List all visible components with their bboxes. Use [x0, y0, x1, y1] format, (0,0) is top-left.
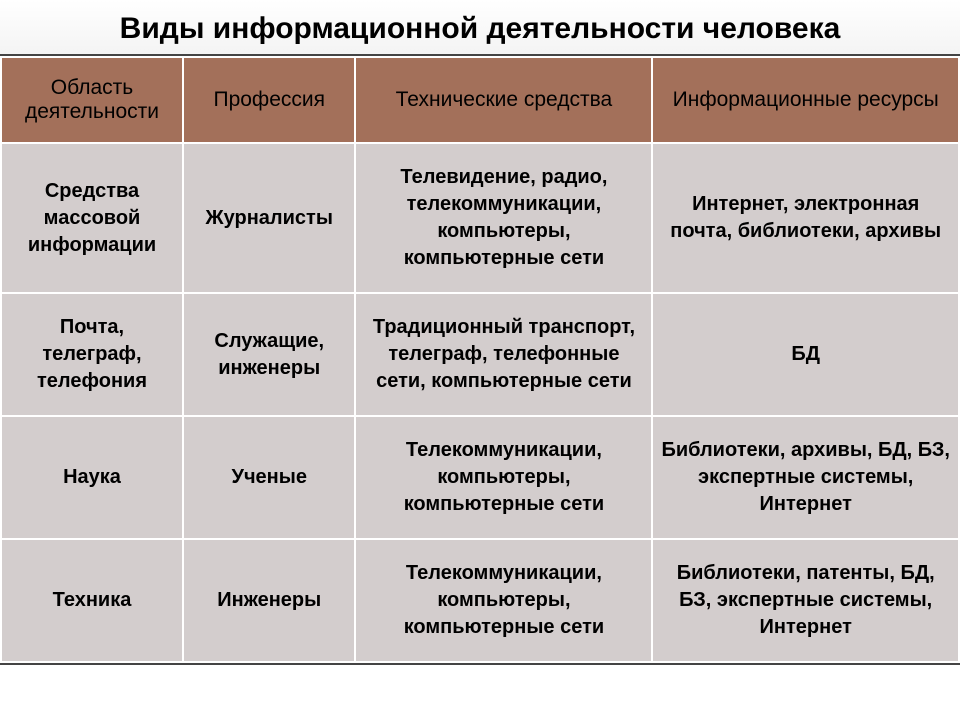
page-title: Виды информационной деятельности человек…: [0, 12, 960, 46]
cell-area: Средства массовой информации: [1, 143, 183, 293]
table-header-row: Область деятельности Профессия Техническ…: [1, 57, 959, 143]
table-row: Почта, телеграф, телефония Служащие, инж…: [1, 293, 959, 416]
cell-tech: Телекоммуникации, компьютеры, компьютерн…: [355, 416, 652, 539]
slide-container: Виды информационной деятельности человек…: [0, 0, 960, 663]
col-header-resources: Информационные ресурсы: [652, 57, 959, 143]
cell-area: Почта, телеграф, телефония: [1, 293, 183, 416]
cell-area: Техника: [1, 539, 183, 662]
cell-resources: Библиотеки, патенты, БД, БЗ, экспертные …: [652, 539, 959, 662]
cell-profession: Служащие, инженеры: [183, 293, 355, 416]
table-row: Средства массовой информации Журналисты …: [1, 143, 959, 293]
table-body: Средства массовой информации Журналисты …: [1, 143, 959, 662]
col-header-tech: Технические средства: [355, 57, 652, 143]
cell-tech: Традиционный транспорт, телеграф, телефо…: [355, 293, 652, 416]
table-header: Область деятельности Профессия Техническ…: [1, 57, 959, 143]
cell-tech: Телекоммуникации, компьютеры, компьютерн…: [355, 539, 652, 662]
cell-tech: Телевидение, радио, телекоммуникации, ко…: [355, 143, 652, 293]
cell-profession: Журналисты: [183, 143, 355, 293]
col-header-area: Область деятельности: [1, 57, 183, 143]
table-row: Техника Инженеры Телекоммуникации, компь…: [1, 539, 959, 662]
table-wrapper: Область деятельности Профессия Техническ…: [0, 56, 960, 663]
cell-resources: Интернет, электронная почта, библиотеки,…: [652, 143, 959, 293]
cell-profession: Ученые: [183, 416, 355, 539]
cell-area: Наука: [1, 416, 183, 539]
cell-resources: БД: [652, 293, 959, 416]
col-header-profession: Профессия: [183, 57, 355, 143]
cell-profession: Инженеры: [183, 539, 355, 662]
cell-resources: Библиотеки, архивы, БД, БЗ, экспертные с…: [652, 416, 959, 539]
table-row: Наука Ученые Телекоммуникации, компьютер…: [1, 416, 959, 539]
data-table: Область деятельности Профессия Техническ…: [0, 56, 960, 663]
